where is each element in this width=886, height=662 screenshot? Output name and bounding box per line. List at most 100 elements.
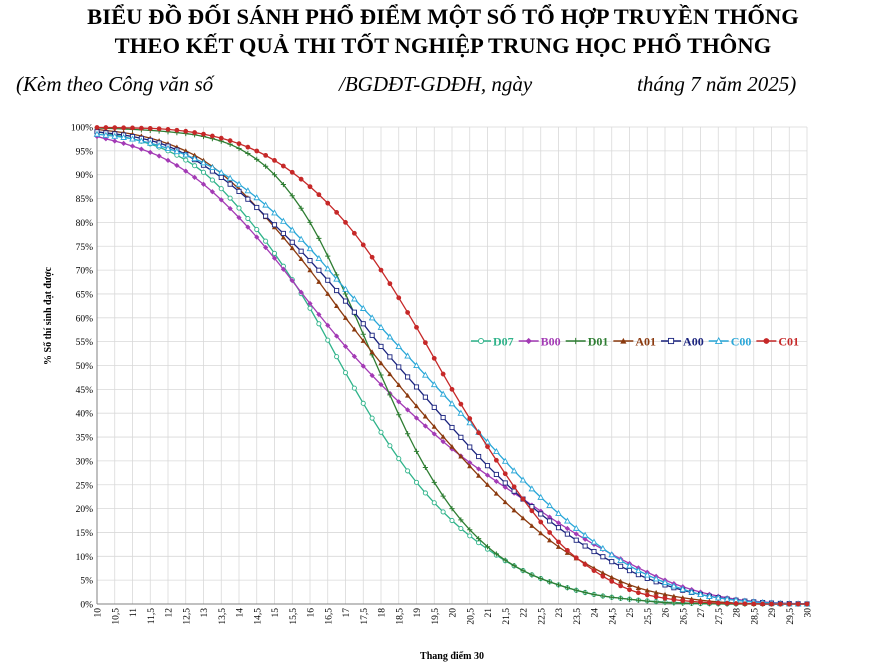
- data-point-c00: [599, 544, 607, 552]
- data-point-c00: [155, 142, 163, 149]
- data-point-c00: [608, 551, 616, 558]
- data-point-b00: [112, 138, 118, 144]
- data-point-c00: [200, 159, 207, 166]
- data-point-d01: [405, 431, 411, 437]
- data-point-b00: [156, 153, 162, 159]
- data-point-a01: [422, 413, 428, 419]
- x-tick-label: 24: [591, 608, 601, 618]
- data-point-a00: [626, 568, 633, 574]
- x-tick-label: 19,5: [431, 608, 441, 625]
- data-point-c01: [653, 594, 659, 600]
- data-point-d07: [449, 517, 455, 524]
- data-point-b00: [360, 363, 366, 369]
- y-tick-label: 60%: [76, 314, 94, 324]
- data-point-a00: [609, 559, 615, 565]
- data-point-c01: [147, 126, 153, 131]
- y-axis-label: % Số thí sinh đạt được: [43, 266, 54, 365]
- x-tick-label: 10,5: [111, 608, 121, 625]
- data-point-d01: [476, 536, 482, 542]
- x-tick-label: 20,5: [466, 608, 476, 625]
- data-point-d07: [236, 205, 242, 211]
- data-point-b00: [183, 168, 189, 174]
- data-point-b00: [405, 407, 411, 413]
- data-point-c01: [94, 125, 100, 130]
- data-point-c01: [280, 163, 286, 169]
- data-point-b00: [263, 244, 269, 251]
- data-point-c00: [439, 390, 447, 397]
- data-point-c01: [405, 310, 411, 315]
- data-point-c00: [697, 590, 704, 598]
- data-point-c01: [325, 200, 331, 206]
- data-point-a01: [609, 574, 615, 580]
- data-point-c01: [458, 401, 464, 407]
- data-point-c00: [564, 517, 571, 524]
- legend-label-b00: B00: [541, 335, 561, 349]
- data-point-c01: [733, 601, 739, 606]
- data-point-a01: [431, 424, 437, 429]
- data-point-a00: [467, 444, 473, 450]
- x-tick-label: 26,5: [679, 608, 689, 625]
- data-point-d07: [440, 509, 446, 515]
- data-point-c01: [103, 125, 109, 130]
- data-point-c00: [510, 467, 518, 474]
- x-tick-label: 30: [804, 608, 814, 618]
- data-point-a01: [671, 593, 677, 599]
- data-point-a01: [387, 371, 393, 377]
- data-point-a00: [280, 230, 286, 236]
- data-point-b00: [289, 278, 295, 284]
- data-point-c01: [485, 444, 490, 449]
- legend-label-c01: C01: [778, 335, 799, 349]
- data-point-b00: [174, 162, 180, 169]
- data-point-c00: [209, 163, 216, 171]
- x-tick-label: 17: [342, 608, 352, 618]
- data-point-c01: [192, 130, 198, 135]
- data-point-d07: [342, 370, 349, 376]
- data-point-c00: [635, 567, 642, 574]
- x-tick-label: 22: [520, 608, 530, 618]
- data-point-a01: [476, 473, 482, 478]
- data-point-a00: [396, 364, 402, 370]
- data-point-a00: [573, 537, 579, 543]
- data-point-c01: [706, 600, 712, 606]
- data-point-b00: [538, 508, 544, 514]
- data-point-d01: [618, 595, 624, 601]
- data-point-a01: [289, 245, 295, 251]
- data-point-c01: [680, 598, 686, 604]
- data-point-a00: [298, 248, 304, 254]
- data-point-c00: [386, 333, 394, 340]
- data-point-d01: [254, 156, 260, 162]
- data-point-c01: [591, 568, 597, 574]
- data-point-c01: [245, 144, 251, 150]
- data-point-d01: [582, 589, 588, 596]
- series-c00: [93, 130, 811, 607]
- data-point-b00: [298, 289, 304, 295]
- legend-label-a01: A01: [635, 335, 656, 349]
- data-point-d01: [467, 527, 473, 533]
- data-point-c00: [590, 538, 598, 545]
- data-point-c00: [111, 132, 119, 139]
- legend-item-a00: A00: [661, 335, 704, 349]
- data-point-b00: [502, 484, 508, 490]
- data-point-c01: [493, 457, 499, 463]
- data-point-c00: [546, 501, 553, 509]
- x-tick-label: 18: [378, 608, 388, 618]
- data-point-a00: [555, 525, 562, 531]
- data-point-a01: [396, 382, 402, 387]
- data-point-c00: [235, 180, 243, 187]
- data-point-b00: [422, 423, 428, 429]
- y-tick-label: 100%: [71, 124, 93, 134]
- data-point-c00: [466, 419, 474, 426]
- data-point-d07: [396, 456, 402, 462]
- data-point-a00: [351, 309, 357, 315]
- x-tick-label: 13: [200, 608, 210, 618]
- data-point-d07: [316, 321, 322, 327]
- data-point-b00: [209, 189, 215, 195]
- data-point-d01: [600, 593, 606, 599]
- data-point-c00: [430, 381, 438, 388]
- data-point-c01: [538, 519, 544, 525]
- data-point-c01: [564, 547, 570, 553]
- data-point-c01: [272, 157, 277, 163]
- data-point-c01: [298, 176, 304, 182]
- data-point-b00: [325, 322, 331, 329]
- x-tick-label: 11: [129, 608, 139, 617]
